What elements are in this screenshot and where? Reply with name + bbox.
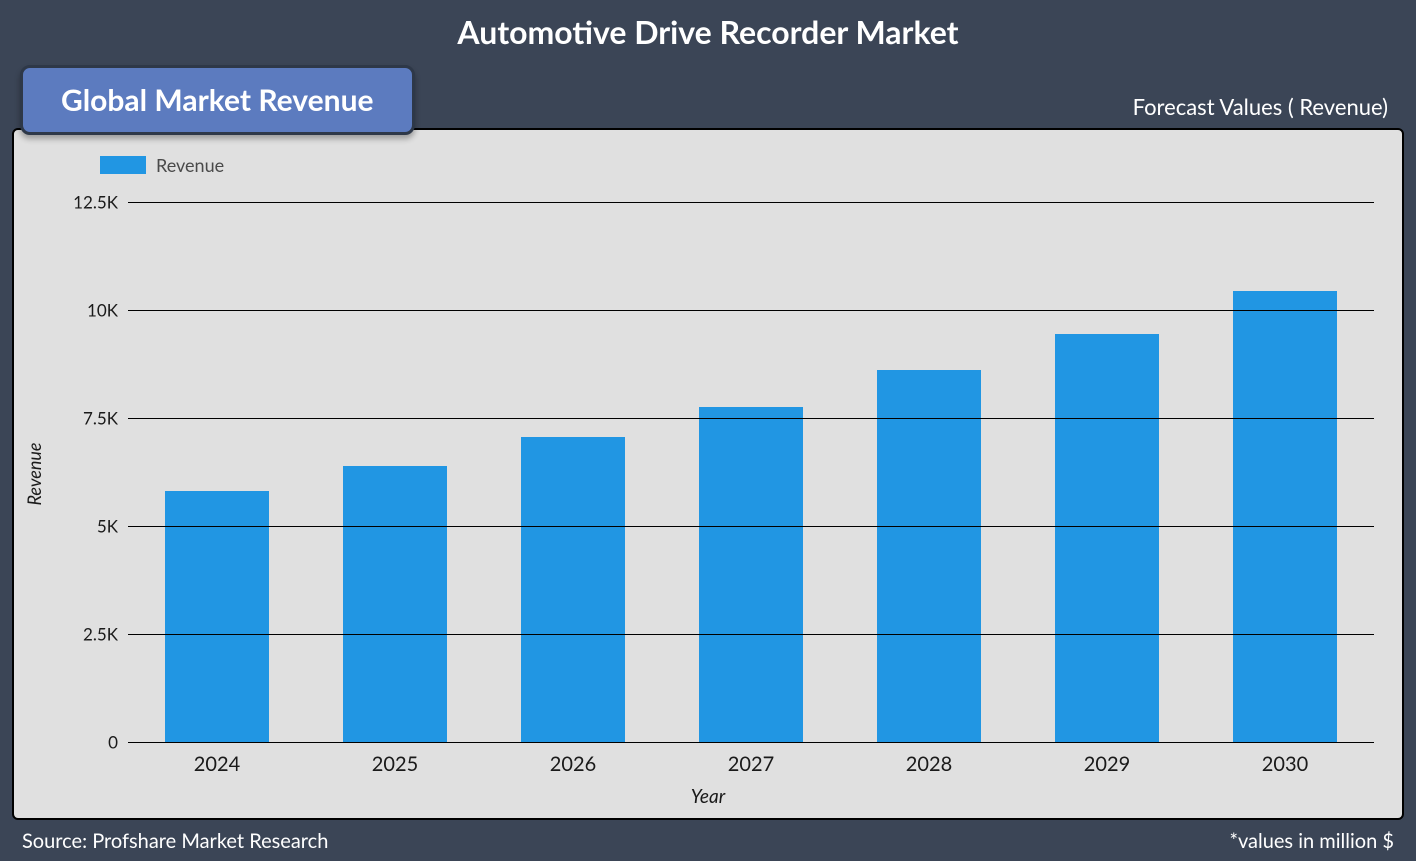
bar-series: 2024202520262027202820292030 [128,202,1374,742]
footer-note: *values in million $ [1229,829,1394,853]
y-tick-label: 12.5K [62,192,118,213]
x-tick-label: 2029 [1084,752,1130,776]
chart-plot-box: Revenue Revenue 202420252026202720282029… [12,128,1404,820]
header-row: Global Market Revenue Forecast Values ( … [0,59,1416,139]
footer-source: Source: Profshare Market Research [22,829,328,853]
chart-footer: Source: Profshare Market Research *value… [0,821,1416,861]
gridline [128,526,1374,527]
gridline [128,418,1374,419]
subtitle-badge: Global Market Revenue [20,65,415,135]
x-tick-label: 2026 [550,752,596,776]
chart-title: Automotive Drive Recorder Market [0,0,1416,59]
y-tick-label: 10K [62,300,118,321]
gridline [128,742,1374,743]
y-tick-label: 5K [62,516,118,537]
gridline [128,202,1374,203]
gridline [128,310,1374,311]
bar [343,466,447,742]
bar [699,407,803,742]
chart-legend: Revenue [100,154,224,176]
bar [165,491,269,742]
gridline [128,634,1374,635]
bar [877,370,981,742]
x-tick-label: 2030 [1262,752,1308,776]
legend-swatch-icon [100,156,146,174]
y-axis-label: Revenue [23,442,45,505]
x-axis-label: Year [691,785,725,808]
plot-area: 2024202520262027202820292030 02.5K5K7.5K… [128,202,1374,742]
x-tick-label: 2025 [372,752,418,776]
x-tick-label: 2028 [906,752,952,776]
bar [1055,334,1159,742]
bar [521,437,625,742]
y-tick-label: 2.5K [62,624,118,645]
x-tick-label: 2027 [728,752,774,776]
chart-container: Automotive Drive Recorder Market Global … [0,0,1416,861]
y-tick-label: 7.5K [62,408,118,429]
bar [1233,291,1337,742]
legend-series-label: Revenue [156,154,224,176]
forecast-label: Forecast Values ( Revenue) [1133,93,1388,120]
y-tick-label: 0 [62,732,118,753]
x-tick-label: 2024 [194,752,240,776]
